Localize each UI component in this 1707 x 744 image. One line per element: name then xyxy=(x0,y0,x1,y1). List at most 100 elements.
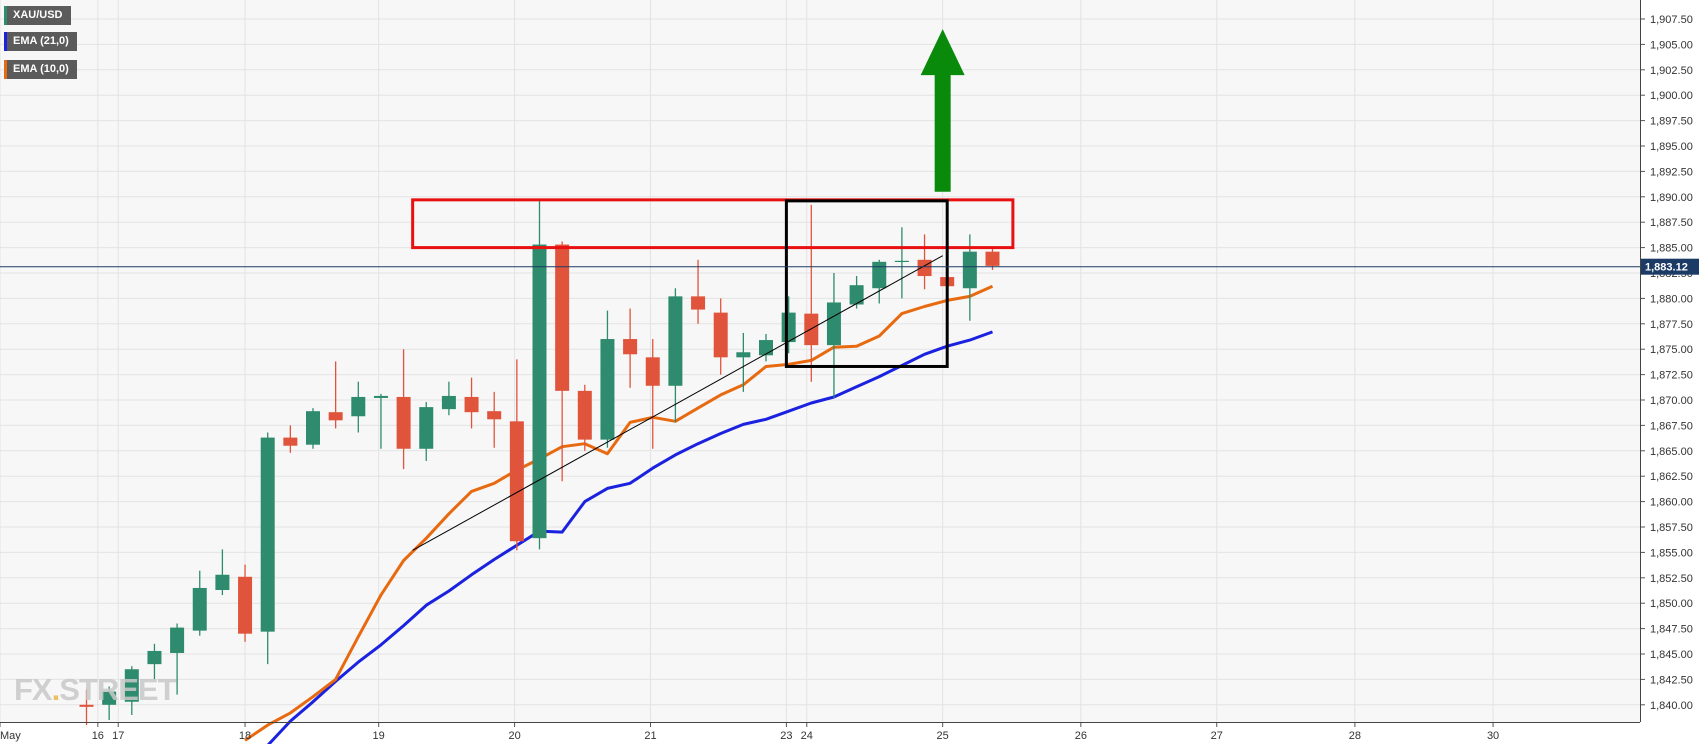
y-tick-label: 1,847.50 xyxy=(1650,624,1693,636)
candle-body xyxy=(962,251,977,289)
candle-body xyxy=(555,244,570,391)
y-tick-label: 1,855.00 xyxy=(1650,547,1693,559)
candle-body xyxy=(124,669,139,702)
ema10-line xyxy=(244,284,994,742)
y-tick-label: 1,867.50 xyxy=(1650,420,1693,432)
candle-body xyxy=(419,407,434,449)
x-tick-label: May xyxy=(0,730,21,742)
candle-body xyxy=(759,340,773,356)
legend-ema21-swatch xyxy=(4,32,7,51)
x-tick-label: 21 xyxy=(644,730,656,742)
candles xyxy=(79,200,1000,726)
legend-ema21-label: EMA (21,0) xyxy=(13,35,69,47)
candle-body xyxy=(283,437,298,446)
x-tick-label: 20 xyxy=(508,730,520,742)
candle-body xyxy=(102,691,117,705)
candle-body xyxy=(328,412,343,421)
consolidation-box xyxy=(784,199,949,368)
candle-body xyxy=(894,260,909,263)
y-tick-label: 1,860.00 xyxy=(1650,497,1693,509)
y-tick-label: 1,857.50 xyxy=(1650,522,1693,534)
x-tick-label: 19 xyxy=(373,730,385,742)
candle-body xyxy=(192,587,207,631)
y-tick-label: 1,907.50 xyxy=(1650,14,1693,26)
y-tick-label: 1,852.50 xyxy=(1650,573,1693,585)
candle-body xyxy=(691,296,706,310)
legend-symbol[interactable]: XAU/USD xyxy=(4,6,71,25)
candle-body xyxy=(804,313,819,346)
y-tick-label: 1,865.00 xyxy=(1650,446,1693,458)
x-tick-label: 27 xyxy=(1211,730,1223,742)
logo-accent: . xyxy=(51,672,61,707)
candle-body xyxy=(781,312,796,343)
x-tick-label: 17 xyxy=(112,730,124,742)
y-tick-label: 1,902.50 xyxy=(1650,65,1693,77)
x-tick-label: 23 xyxy=(780,730,792,742)
y-tick-label: 1,900.00 xyxy=(1650,90,1693,102)
y-tick-label: 1,872.50 xyxy=(1650,370,1693,382)
fxstreet-logo: FX.STREET xyxy=(14,672,177,707)
candle-body xyxy=(826,302,841,346)
x-tick-label: 25 xyxy=(937,730,949,742)
x-tick-label: 28 xyxy=(1349,730,1361,742)
y-tick-label: 1,887.50 xyxy=(1650,217,1693,229)
legend-ema10[interactable]: EMA (10,0) xyxy=(4,60,77,79)
candle-body xyxy=(849,285,864,305)
legend-ema10-swatch xyxy=(4,60,7,79)
x-tick-label: 18 xyxy=(239,730,251,742)
candle-body xyxy=(215,574,230,590)
candle-body xyxy=(260,437,275,632)
candle-body xyxy=(645,357,660,386)
candle-body xyxy=(985,251,1000,266)
y-tick-label: 1,892.50 xyxy=(1650,166,1693,178)
ema21-line xyxy=(266,330,994,744)
candle-body xyxy=(623,339,638,355)
y-tick-label: 1,840.00 xyxy=(1650,700,1693,712)
candle-body xyxy=(872,261,887,289)
resistance-zone-box xyxy=(411,198,1015,250)
last-price-badge xyxy=(1641,258,1699,275)
y-tick-label: 1,880.00 xyxy=(1650,293,1693,305)
y-tick-label: 1,897.50 xyxy=(1650,116,1693,128)
candle-body xyxy=(147,650,162,665)
annotations xyxy=(0,29,1640,551)
candle-body xyxy=(396,396,411,449)
x-tick-label: 24 xyxy=(801,730,813,742)
y-tick-label: 1,845.00 xyxy=(1650,649,1693,661)
legend-ema10-label: EMA (10,0) xyxy=(13,63,69,75)
candle-body xyxy=(736,352,751,358)
candle-body xyxy=(509,421,524,542)
candle-body xyxy=(487,411,502,420)
y-tick-label: 1,885.00 xyxy=(1650,243,1693,255)
x-tick-label: 30 xyxy=(1487,730,1499,742)
y-tick-label: 1,877.50 xyxy=(1650,319,1693,331)
candle-body xyxy=(79,704,94,707)
candle-body xyxy=(668,296,683,386)
x-axis: May 16 17 18 19 20 21 23 24 25 26 27 28 30 xyxy=(0,722,1640,742)
candle-body xyxy=(441,395,456,410)
candle-body xyxy=(170,627,185,653)
y-tick-label: 1,862.50 xyxy=(1650,471,1693,483)
y-tick-label: 1,875.00 xyxy=(1650,344,1693,356)
last-price-label: 1,883.12 xyxy=(1645,262,1688,274)
legend-ema21[interactable]: EMA (21,0) xyxy=(4,32,77,51)
candle-body xyxy=(351,396,366,417)
up-arrow xyxy=(920,29,965,192)
y-tick-label: 1,850.00 xyxy=(1650,598,1693,610)
ema-lines xyxy=(244,284,994,744)
y-tick-label: 1,895.00 xyxy=(1650,141,1693,153)
candle-body xyxy=(464,396,479,413)
candle-body xyxy=(713,312,728,358)
x-tick-label: 16 xyxy=(92,730,104,742)
candle-body xyxy=(600,339,615,440)
y-tick-label: 1,870.00 xyxy=(1650,395,1693,407)
candle-body xyxy=(917,259,932,277)
y-tick-label: 1,890.00 xyxy=(1650,192,1693,204)
candle-body xyxy=(532,244,547,539)
y-axis: 1,840.00 1,842.50 1,845.00 1,847.50 1,850.00… xyxy=(1640,0,1699,722)
candle-body xyxy=(577,390,592,440)
candle-body xyxy=(238,576,253,634)
candle-body xyxy=(373,395,388,398)
legend-symbol-label: XAU/USD xyxy=(13,9,63,21)
